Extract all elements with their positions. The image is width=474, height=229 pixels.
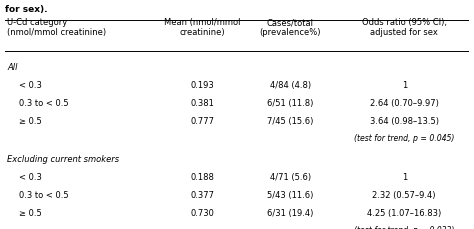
Text: 4.25 (1.07–16.83): 4.25 (1.07–16.83) xyxy=(367,208,441,217)
Text: ≥ 0.5: ≥ 0.5 xyxy=(18,117,41,126)
Text: (test for trend, p = 0.045): (test for trend, p = 0.045) xyxy=(354,134,455,143)
Text: 0.381: 0.381 xyxy=(190,99,214,108)
Text: Excluding current smokers: Excluding current smokers xyxy=(7,154,119,163)
Text: 3.64 (0.98–13.5): 3.64 (0.98–13.5) xyxy=(370,117,439,126)
Text: 0.730: 0.730 xyxy=(190,208,214,217)
Text: Odds ratio (95% CI),
adjusted for sex: Odds ratio (95% CI), adjusted for sex xyxy=(362,18,447,37)
Text: < 0.3: < 0.3 xyxy=(18,172,42,181)
Text: 2.64 (0.70–9.97): 2.64 (0.70–9.97) xyxy=(370,99,438,108)
Text: 0.188: 0.188 xyxy=(190,172,214,181)
Text: 2.32 (0.57–9.4): 2.32 (0.57–9.4) xyxy=(373,190,436,199)
Text: 4/71 (5.6): 4/71 (5.6) xyxy=(270,172,311,181)
Text: 0.193: 0.193 xyxy=(190,80,214,89)
Text: 0.377: 0.377 xyxy=(190,190,214,199)
Text: 4/84 (4.8): 4/84 (4.8) xyxy=(270,80,311,89)
Text: 6/51 (11.8): 6/51 (11.8) xyxy=(267,99,314,108)
Text: < 0.3: < 0.3 xyxy=(18,80,42,89)
Text: 0.777: 0.777 xyxy=(190,117,214,126)
Text: ≥ 0.5: ≥ 0.5 xyxy=(18,208,41,217)
Text: (test for trend, p = 0.033): (test for trend, p = 0.033) xyxy=(354,225,455,229)
Text: 7/45 (15.6): 7/45 (15.6) xyxy=(267,117,314,126)
Text: Mean (nmol/mmol
creatinine): Mean (nmol/mmol creatinine) xyxy=(164,18,240,37)
Text: U-Cd category
(nmol/mmol creatinine): U-Cd category (nmol/mmol creatinine) xyxy=(7,18,106,37)
Text: 5/43 (11.6): 5/43 (11.6) xyxy=(267,190,314,199)
Text: for sex).: for sex). xyxy=(5,5,47,14)
Text: 0.3 to < 0.5: 0.3 to < 0.5 xyxy=(18,99,68,108)
Text: All: All xyxy=(7,63,18,72)
Text: 1: 1 xyxy=(401,80,407,89)
Text: Cases/total
(prevalence%): Cases/total (prevalence%) xyxy=(260,18,321,37)
Text: 0.3 to < 0.5: 0.3 to < 0.5 xyxy=(18,190,68,199)
Text: 1: 1 xyxy=(401,172,407,181)
Text: 6/31 (19.4): 6/31 (19.4) xyxy=(267,208,314,217)
